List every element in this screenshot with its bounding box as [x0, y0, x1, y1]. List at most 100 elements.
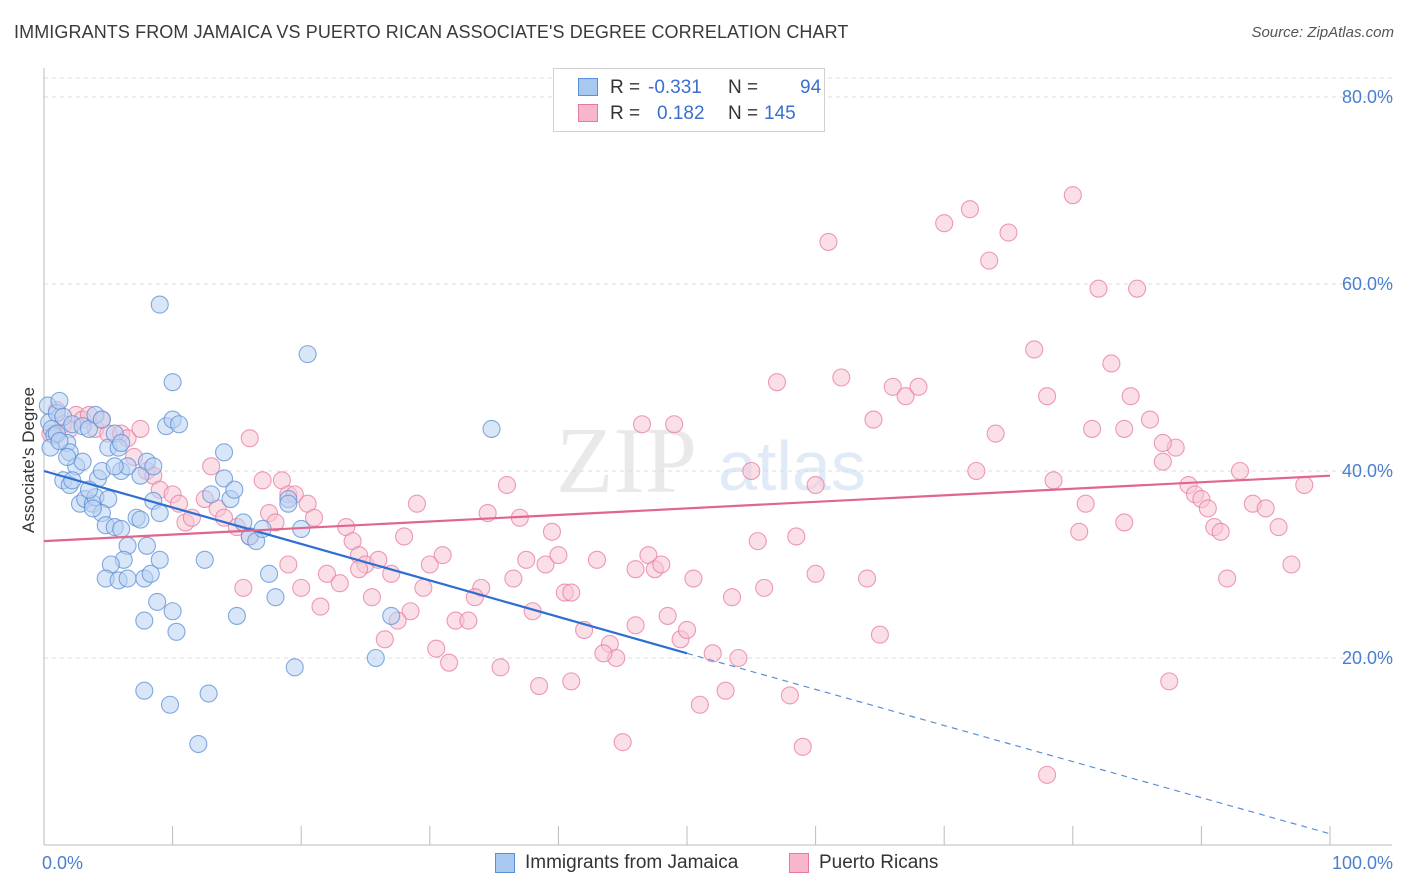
puerto-rican-point — [748, 532, 767, 551]
puerto-rican-point — [317, 564, 336, 583]
jamaica-point — [160, 695, 180, 714]
jamaica-point — [131, 510, 150, 529]
puerto-rican-point — [780, 686, 799, 705]
bottom-legend-swatch-puerto-rican — [789, 853, 809, 873]
puerto-rican-point — [587, 550, 607, 569]
jamaica-point — [199, 684, 218, 703]
puerto-rican-point — [1128, 279, 1147, 298]
puerto-rican-point — [658, 606, 677, 625]
puerto-rican-point — [690, 695, 709, 714]
jamaica-point — [105, 457, 124, 476]
y-axis-label: Associate's Degree — [19, 387, 38, 533]
jamaica-point — [148, 592, 167, 611]
puerto-rican-point — [1070, 522, 1089, 541]
puerto-rican-point — [1218, 569, 1237, 588]
jamaica-point — [482, 419, 501, 438]
legend-n-value: 94 — [800, 77, 822, 98]
puerto-rican-point — [517, 550, 536, 569]
jamaica-point — [163, 373, 182, 392]
x-tick-label: 100.0% — [1332, 853, 1393, 873]
jamaica-point — [214, 443, 234, 462]
jamaica-point — [50, 432, 69, 451]
puerto-rican-point — [864, 410, 883, 429]
jamaica-point — [163, 602, 182, 621]
puerto-rican-point — [716, 681, 735, 700]
puerto-rican-point — [1230, 461, 1250, 481]
legend-swatch-puerto-rican — [578, 104, 598, 122]
x-tick-label: 0.0% — [42, 853, 83, 873]
jamaica-point — [135, 681, 154, 700]
puerto-rican-point — [1269, 518, 1288, 537]
puerto-rican-point — [806, 475, 825, 495]
jamaica-trend-extension — [686, 652, 1331, 835]
puerto-rican-point — [1063, 186, 1082, 205]
puerto-rican-point — [832, 368, 851, 387]
puerto-rican-point — [427, 639, 446, 658]
puerto-rican-point — [729, 648, 748, 668]
puerto-rican-point — [311, 597, 330, 616]
puerto-rican-point — [742, 461, 761, 481]
legend-r-label: R = — [610, 103, 641, 124]
puerto-rican-point — [1038, 387, 1057, 406]
puerto-rican-point — [960, 200, 979, 219]
jamaica-point — [202, 485, 221, 504]
puerto-rican-point — [935, 214, 954, 233]
jamaica-point — [266, 588, 285, 607]
puerto-rican-point — [1140, 410, 1160, 429]
puerto-rican-point — [414, 578, 433, 597]
jamaica-point — [118, 569, 137, 588]
puerto-rican-point — [542, 522, 562, 541]
puerto-rican-point — [652, 555, 671, 574]
puerto-rican-point — [1282, 555, 1301, 574]
jamaica-point — [298, 345, 317, 364]
puerto-rican-point — [1115, 419, 1134, 438]
jamaica-point — [259, 564, 279, 583]
jamaica-point — [144, 457, 163, 476]
puerto-rican-point — [632, 415, 652, 434]
puerto-rican-point — [684, 569, 703, 588]
puerto-rican-point — [1211, 522, 1230, 541]
puerto-rican-point — [1115, 513, 1134, 532]
puerto-rican-point — [967, 461, 986, 481]
jamaica-point — [227, 606, 246, 625]
puerto-rican-trend-line — [43, 474, 1331, 543]
puerto-rican-point — [626, 616, 645, 635]
puerto-rican-point — [214, 508, 234, 527]
puerto-rican-point — [1025, 340, 1044, 359]
legend-n-label: N = — [728, 103, 759, 124]
puerto-rican-point — [1256, 499, 1275, 518]
jamaica-point — [92, 410, 111, 429]
puerto-rican-point — [1153, 452, 1172, 471]
jamaica-point — [279, 494, 298, 513]
chart-title: IMMIGRANTS FROM JAMAICA VS PUERTO RICAN … — [14, 22, 849, 42]
bottom-legend-swatch-jamaica — [495, 853, 515, 873]
jamaica-point — [50, 391, 69, 410]
puerto-rican-point — [433, 546, 452, 565]
puerto-rican-point — [626, 560, 645, 579]
jamaica-point — [73, 452, 92, 471]
puerto-rican-point — [1076, 494, 1095, 513]
puerto-rican-point — [703, 644, 722, 663]
puerto-rican-point — [896, 387, 915, 406]
puerto-rican-point — [1044, 471, 1063, 490]
puerto-rican-point — [131, 419, 150, 438]
puerto-rican-point — [1153, 433, 1172, 453]
y-tick-label: 20.0% — [1342, 648, 1393, 668]
puerto-rican-point — [1160, 672, 1179, 691]
puerto-rican-point — [491, 658, 510, 677]
puerto-rican-point — [767, 373, 787, 392]
puerto-rican-point — [240, 429, 259, 448]
puerto-rican-point — [234, 578, 253, 597]
puerto-rican-point — [986, 424, 1005, 443]
data-points — [38, 186, 1314, 784]
tick-labels: 20.0% 40.0% 60.0% 80.0% 0.0% 100.0% — [42, 87, 1393, 873]
puerto-rican-point — [870, 625, 889, 644]
puerto-rican-point — [401, 602, 420, 621]
puerto-rican-point — [1102, 354, 1121, 373]
puerto-rican-point — [202, 457, 221, 476]
bottom-legend-label-jamaica: Immigrants from Jamaica — [525, 852, 739, 873]
puerto-rican-point — [362, 588, 381, 607]
puerto-rican-point — [562, 583, 581, 602]
legend-n-value: 145 — [764, 103, 796, 124]
legend-swatch-jamaica — [578, 78, 598, 96]
